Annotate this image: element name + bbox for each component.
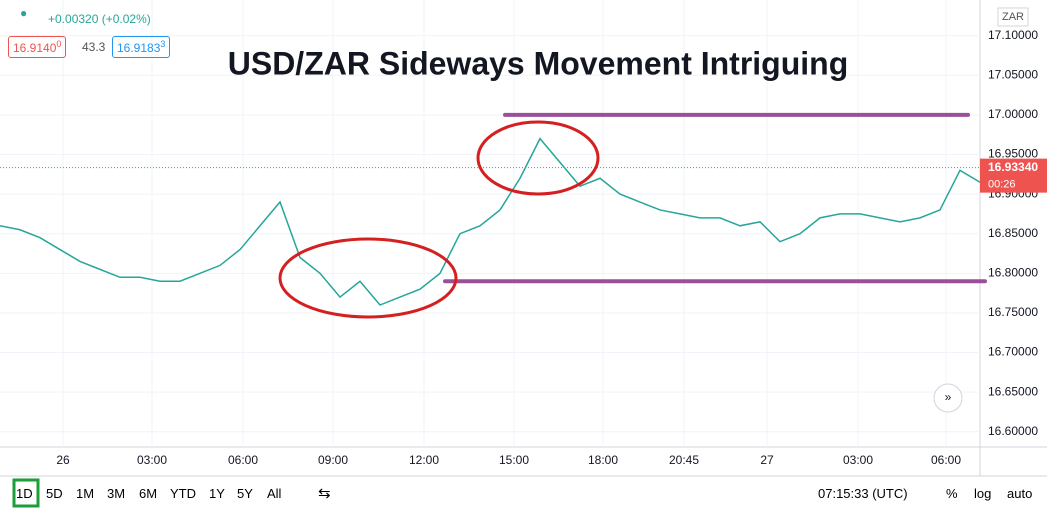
toolbar: 07:15:33 (UTC) % log auto ⇆ 1D 5D 1M 3M 6M YT…	[0, 484, 1047, 504]
range-button[interactable]: All	[267, 486, 282, 501]
bid-small: 0	[56, 39, 62, 49]
clock: 07:15:33 (UTC)	[818, 486, 908, 501]
range-button[interactable]: 3M	[107, 486, 126, 501]
x-tick-label: 12:00	[409, 453, 439, 467]
marks	[0, 112, 987, 306]
spread: 43.3	[82, 40, 106, 54]
x-tick-label: 27	[760, 453, 774, 467]
x-tick-label: 18:00	[588, 453, 618, 467]
highlight-ellipse	[476, 120, 600, 196]
x-tick-label: 15:00	[499, 453, 529, 467]
x-tick-label: 26	[56, 453, 70, 467]
y-tick-label: 17.05000	[988, 67, 1038, 81]
scroll-icon[interactable]: »	[945, 390, 952, 404]
bid: 16.9140	[13, 41, 57, 55]
y-tick-label: 16.95000	[988, 147, 1038, 161]
x-tick-label: 06:00	[931, 453, 961, 467]
x-tick-label: 09:00	[318, 453, 348, 467]
highlight-ellipse	[278, 237, 458, 319]
grid	[0, 0, 980, 447]
countdown: 00:26	[988, 179, 1016, 191]
price-tag	[980, 158, 1047, 193]
range-button[interactable]: 5Y	[237, 486, 253, 501]
auto-button[interactable]: auto	[1007, 486, 1033, 501]
x-tick-label: 06:00	[228, 453, 258, 467]
y-tick-label: 16.75000	[988, 305, 1038, 319]
percent-button[interactable]: %	[946, 486, 958, 501]
ask-box[interactable]: 16.91833	[112, 36, 171, 58]
range-button[interactable]: 6M	[139, 486, 158, 501]
y-tick-label: 17.10000	[988, 28, 1038, 42]
chart-title: USD/ZAR Sideways Movement Intriguing	[228, 45, 849, 81]
currency: ZAR	[1002, 11, 1024, 23]
compare-icon[interactable]: ⇆	[318, 485, 331, 502]
range-button[interactable]: 1D	[16, 486, 33, 501]
price-tag-label: 16.93340	[988, 160, 1038, 174]
y-tick-label: 16.65000	[988, 384, 1038, 398]
y-tick-label: 17.00000	[988, 107, 1038, 121]
status-dot: ●	[20, 6, 28, 20]
ask-small: 3	[160, 39, 166, 49]
y-tick-label: 16.70000	[988, 345, 1038, 359]
scroll-button[interactable]	[933, 383, 963, 413]
range-button[interactable]: 5D	[46, 486, 63, 501]
currency-box	[997, 7, 1029, 27]
y-tick-label: 16.80000	[988, 265, 1038, 279]
y-tick-label: 16.85000	[988, 226, 1038, 240]
x-tick-label: 03:00	[137, 453, 167, 467]
log-button[interactable]: log	[974, 486, 992, 501]
range-button[interactable]: YTD	[170, 486, 196, 501]
range-button[interactable]: 1M	[76, 486, 95, 501]
range-button[interactable]: 1Y	[209, 486, 225, 501]
y-tick-label: 16.60000	[988, 424, 1038, 438]
bid-box[interactable]: 16.91400	[8, 36, 67, 58]
x-tick-label: 03:00	[843, 453, 873, 467]
price-line	[0, 137, 981, 306]
x-tick-label: 20:45	[669, 453, 699, 467]
active-range	[12, 478, 40, 508]
ask: 16.9183	[117, 41, 161, 55]
change: +0.00320 (+0.02%)	[48, 12, 151, 26]
